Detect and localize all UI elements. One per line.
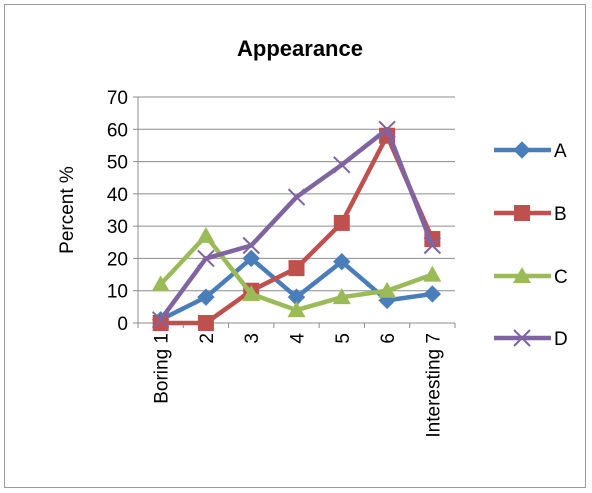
y-tick-label: 30 <box>107 217 128 238</box>
y-tick-label: 20 <box>107 249 128 270</box>
data-point <box>151 311 170 329</box>
data-point <box>151 275 170 292</box>
data-point <box>242 249 260 268</box>
data-point <box>378 120 396 138</box>
series-group <box>151 120 442 331</box>
data-point <box>196 226 215 243</box>
legend-item-a: A <box>494 141 567 162</box>
legend-label: B <box>554 204 567 225</box>
data-point <box>288 260 305 277</box>
data-point <box>332 288 351 305</box>
legend-item-b: B <box>494 204 567 225</box>
legend-marker <box>514 205 530 221</box>
y-tick-label: 60 <box>107 120 128 141</box>
legend-item-c: C <box>494 267 568 288</box>
x-tick-label: 4 <box>288 333 309 344</box>
legend-marker <box>513 141 531 159</box>
data-point <box>423 285 442 303</box>
legend-item-d: D <box>494 329 568 350</box>
data-point <box>333 214 350 231</box>
data-point <box>423 265 442 282</box>
x-tick-label: 5 <box>333 333 354 344</box>
y-tick-label: 10 <box>107 282 128 303</box>
y-tick-label: 40 <box>107 185 128 206</box>
chart-area <box>4 4 586 488</box>
data-point <box>242 284 261 301</box>
series-c <box>151 226 442 318</box>
legend: A B C D <box>494 141 568 350</box>
gridlines <box>138 96 455 292</box>
x-tick-label: 3 <box>242 333 263 344</box>
x-axis-ticks: Boring 1 2 3 4 5 6 Interesting 7 <box>152 333 445 438</box>
data-point <box>378 281 397 298</box>
x-tick-label: Interesting 7 <box>423 333 444 438</box>
data-point <box>423 236 442 255</box>
data-point <box>287 188 306 206</box>
legend-label: A <box>554 141 567 162</box>
data-point <box>333 252 351 271</box>
series-d <box>151 120 442 329</box>
data-point <box>287 301 306 318</box>
data-point <box>197 249 215 268</box>
y-axis-label: Percent % <box>57 166 78 254</box>
legend-marker <box>513 267 531 283</box>
x-tick-label: 2 <box>197 333 218 344</box>
y-tick-label: 0 <box>117 314 128 335</box>
x-tick-label: Boring 1 <box>152 333 173 404</box>
y-tick-label: 70 <box>107 88 128 109</box>
data-point <box>152 315 169 331</box>
data-point <box>333 156 351 174</box>
legend-label: D <box>554 329 568 350</box>
data-point <box>197 288 215 306</box>
legend-label: C <box>554 267 568 288</box>
data-point <box>197 315 214 331</box>
y-tick-label: 50 <box>107 153 128 174</box>
x-tick-label: 6 <box>378 333 399 344</box>
chart-title: Appearance <box>237 36 363 61</box>
y-axis-ticks: 0 10 20 30 40 50 60 70 <box>107 88 128 335</box>
legend-marker <box>513 329 531 347</box>
series-b <box>152 127 441 331</box>
data-point <box>242 236 260 255</box>
